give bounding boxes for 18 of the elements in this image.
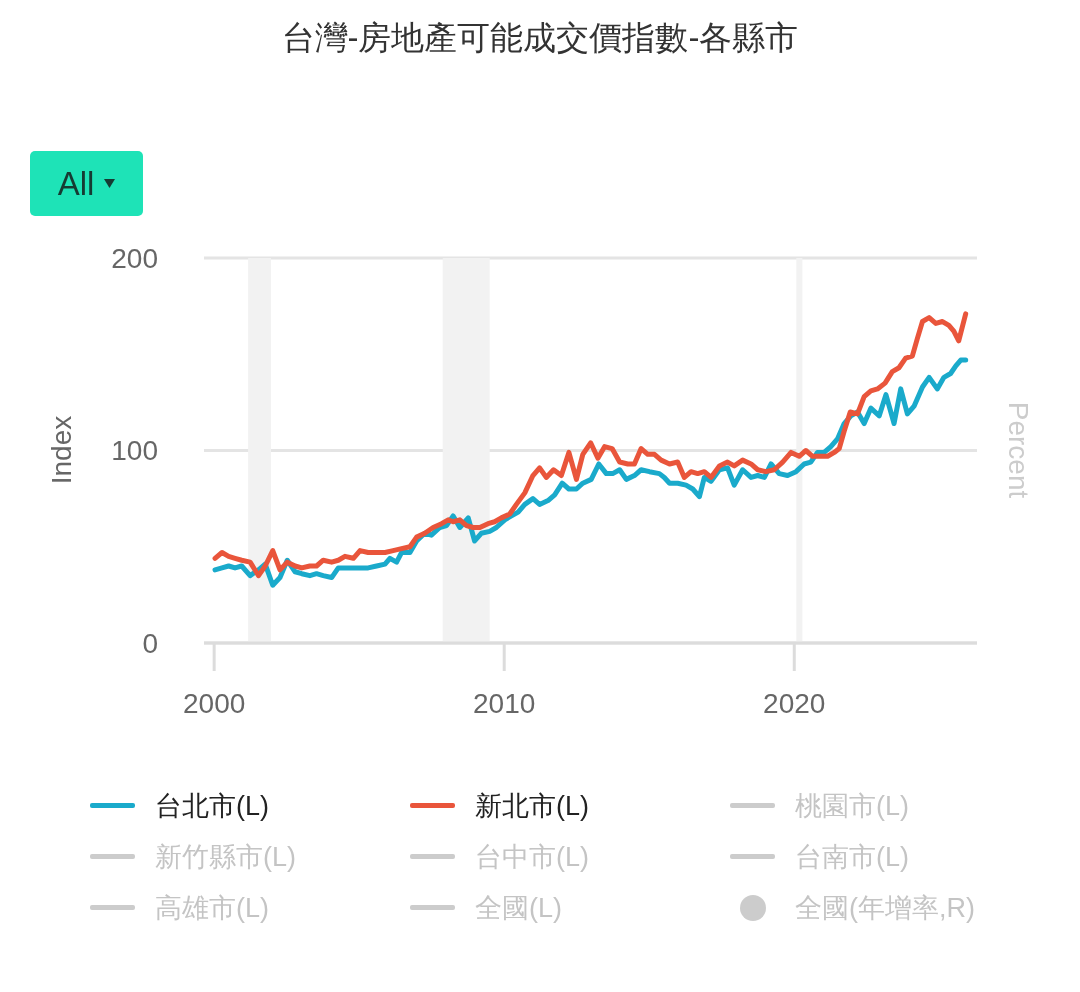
legend-label: 全國(L): [475, 891, 562, 925]
y-tick-label: 200: [111, 242, 158, 274]
y-tick-label: 100: [111, 435, 158, 467]
y-tick-label: 0: [142, 627, 158, 659]
legend-label: 台南市(L): [795, 840, 909, 874]
legend-label: 桃園市(L): [795, 789, 909, 823]
legend-label: 台北市(L): [155, 789, 269, 823]
x-tick-label: 2010: [473, 687, 536, 719]
x-tick-label: 2020: [763, 687, 826, 719]
dropdown-button: All: [30, 151, 143, 216]
legend-label: 高雄市(L): [155, 891, 269, 925]
y-axis-title: Index: [46, 415, 78, 485]
legend-label: 新竹縣市(L): [155, 840, 296, 874]
x-tick-label: 2000: [183, 687, 246, 719]
legend-label: 新北市(L): [475, 789, 589, 823]
chart-title: 台灣-房地產可能成交價指數-各縣市: [280, 18, 800, 58]
legend-label: 全國(年增率,R): [795, 891, 975, 925]
legend-label: 台中市(L): [475, 840, 589, 874]
